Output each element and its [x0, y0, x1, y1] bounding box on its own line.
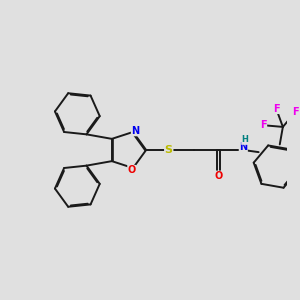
- Text: F: F: [260, 120, 267, 130]
- Text: S: S: [165, 145, 172, 155]
- Text: O: O: [214, 171, 223, 181]
- Text: O: O: [128, 165, 136, 176]
- Text: N: N: [239, 142, 247, 152]
- Text: H: H: [242, 135, 248, 144]
- Text: N: N: [131, 126, 140, 136]
- Text: F: F: [273, 103, 280, 113]
- Text: F: F: [292, 107, 299, 117]
